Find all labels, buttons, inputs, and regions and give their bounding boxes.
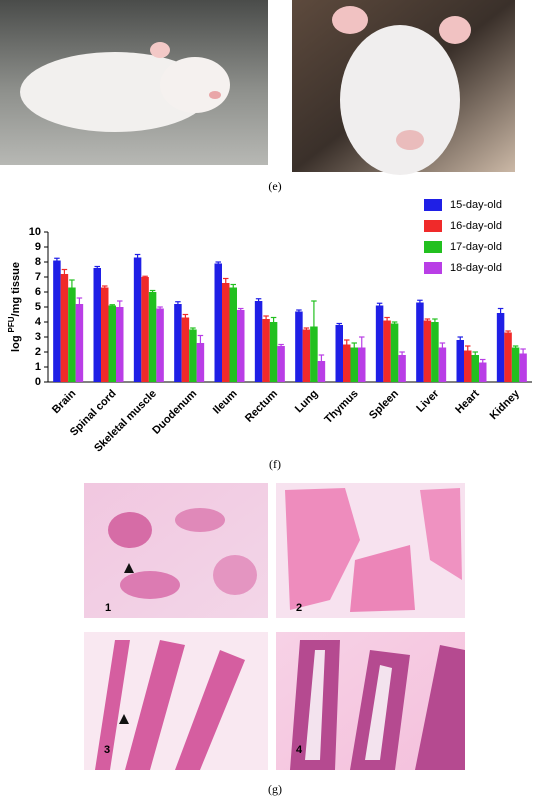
histology-panel <box>276 632 465 770</box>
y-tick-label: 10 <box>29 226 41 238</box>
bar <box>390 323 399 382</box>
bar <box>383 320 391 382</box>
bar <box>60 274 69 382</box>
bar <box>423 320 432 382</box>
y-tick-label: 1 <box>35 361 41 373</box>
bar <box>254 301 263 382</box>
bar <box>358 347 366 382</box>
y-tick-label: 2 <box>35 346 41 358</box>
y-tick-label: 8 <box>35 256 41 268</box>
y-tick-label: 6 <box>35 286 41 298</box>
bar <box>295 311 303 382</box>
bar <box>375 305 384 382</box>
bar <box>416 302 424 382</box>
y-tick-label: 9 <box>35 241 41 253</box>
legend-label: 15-day-old <box>450 199 502 211</box>
histology-label: 4 <box>296 744 303 756</box>
bar <box>156 308 164 382</box>
panel-label: (g) <box>268 782 282 796</box>
bar <box>133 257 142 382</box>
legend-label: 16-day-old <box>450 220 502 232</box>
bar <box>181 317 190 382</box>
bar <box>237 310 245 382</box>
histology-label: 2 <box>296 602 302 614</box>
bar <box>310 326 318 382</box>
bar <box>108 305 116 382</box>
bar <box>277 346 285 382</box>
bar <box>479 362 487 382</box>
legend-swatch <box>424 220 442 232</box>
x-tick-label: Thymus <box>322 388 360 426</box>
x-tick-label: Rectum <box>243 388 280 425</box>
legend-label: 17-day-old <box>450 241 502 253</box>
legend-swatch <box>424 262 442 274</box>
x-tick-label: Heart <box>453 387 482 416</box>
bar <box>148 292 157 382</box>
legend-label: 18-day-old <box>450 262 502 274</box>
bar <box>229 287 237 382</box>
legend-swatch <box>424 241 442 253</box>
bar <box>196 343 205 382</box>
bar <box>262 319 270 382</box>
x-tick-label: Kidney <box>488 387 523 422</box>
y-axis-label-part: /mg tissue <box>10 262 22 316</box>
bar <box>431 322 439 382</box>
bar <box>141 277 149 382</box>
bar <box>116 307 124 382</box>
bar <box>68 287 76 382</box>
photo-mouse-front <box>292 0 515 175</box>
histology-label: 3 <box>104 744 110 756</box>
bar <box>519 353 527 382</box>
x-tick-label: Lung <box>293 388 320 415</box>
bar <box>438 347 447 382</box>
x-tick-label: Brain <box>50 387 79 416</box>
y-tick-label: 5 <box>35 301 41 313</box>
bar <box>504 332 512 382</box>
histology-panel <box>84 483 268 618</box>
bar <box>302 329 311 382</box>
x-tick-label: Liver <box>414 387 442 415</box>
bar <box>214 263 222 382</box>
bar <box>75 304 84 382</box>
x-tick-label: Ileum <box>211 388 240 417</box>
histology-label: 1 <box>105 602 111 614</box>
panel-label: (e) <box>268 179 281 193</box>
bar <box>189 329 197 382</box>
y-tick-label: 4 <box>35 316 42 328</box>
y-tick-label: 3 <box>35 331 41 343</box>
bar <box>398 355 406 382</box>
bar <box>174 304 182 382</box>
bar <box>464 350 472 382</box>
bar <box>471 355 479 382</box>
y-axis-label-part: log <box>10 335 22 352</box>
y-axis-label: log PFU/mg tissue <box>7 262 22 352</box>
histology-panel <box>276 483 465 618</box>
bar <box>93 268 101 382</box>
y-axis-label-part: PFU <box>7 316 16 332</box>
bar <box>350 347 358 382</box>
y-tick-label: 7 <box>35 271 41 283</box>
bar <box>222 283 230 382</box>
bar <box>335 325 343 382</box>
legend-swatch <box>424 199 442 211</box>
bar <box>317 361 326 382</box>
bar <box>101 287 109 382</box>
bar <box>53 260 61 382</box>
photo-mouse-side <box>0 0 268 165</box>
bar <box>496 313 505 382</box>
histology-panel <box>84 632 268 770</box>
panel-label: (f) <box>269 457 281 471</box>
y-tick-label: 0 <box>35 376 41 388</box>
bar <box>456 340 464 382</box>
bar <box>343 344 351 382</box>
bar <box>269 322 278 382</box>
x-tick-label: Spleen <box>367 388 401 422</box>
bar <box>511 347 520 382</box>
